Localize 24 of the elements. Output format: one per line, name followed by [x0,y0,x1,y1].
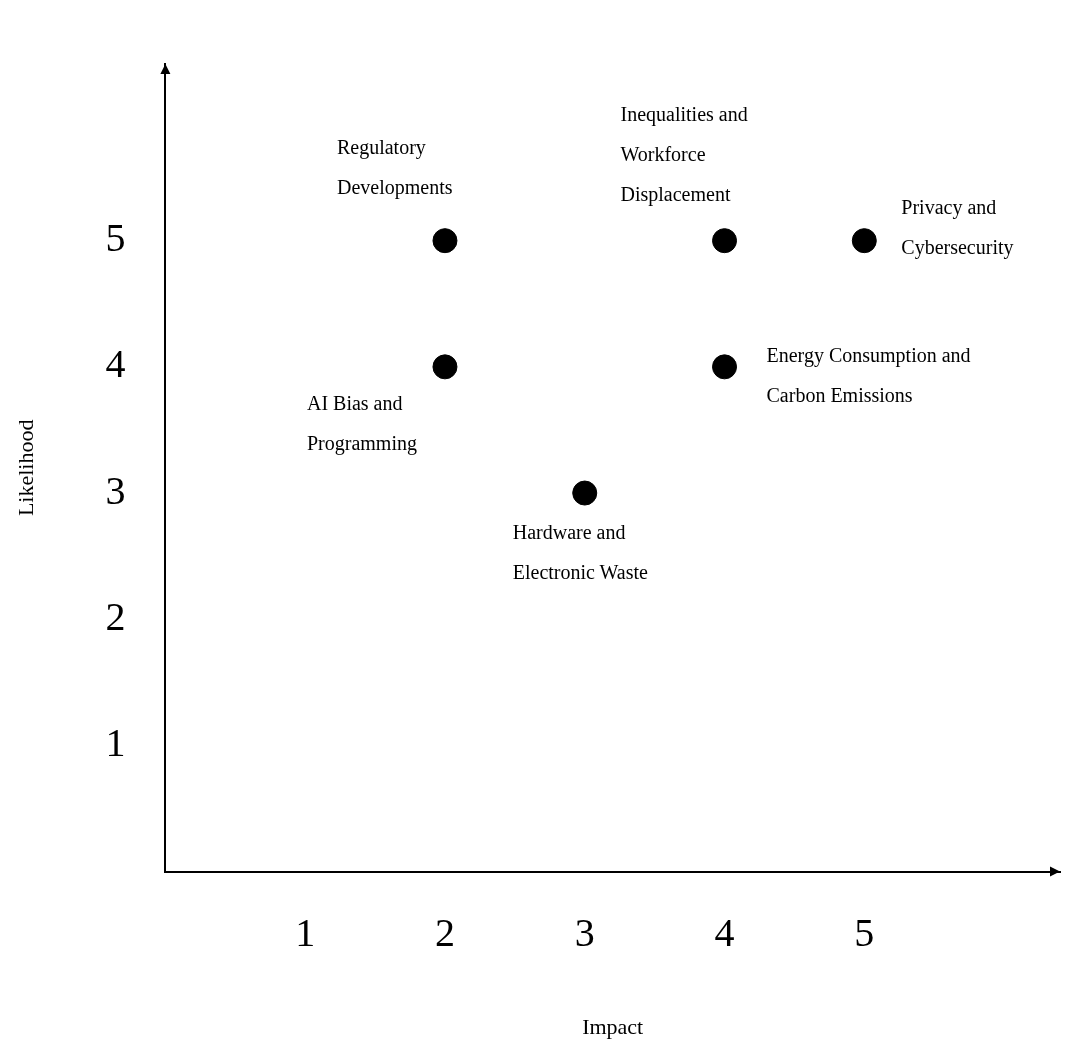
y-tick-label: 4 [105,341,126,387]
y-tick-label: 2 [105,593,126,639]
point [432,228,458,254]
x-tick-label: 4 [714,910,735,956]
y-tick-label: 3 [105,467,126,513]
annotation: Energy Consumption and Carbon Emissions [766,344,971,407]
annotation: Hardware and Electronic Waste [512,521,649,584]
x-axis-title: Impact [582,1013,644,1039]
point [712,228,738,254]
y-tick-label: 1 [105,719,126,765]
annotation: AI Bias and Programming [306,392,417,456]
point [572,480,598,506]
x-tick-label: 1 [295,910,316,956]
annotation: Inequalities and Workforce Displacement [620,102,748,206]
point [851,228,877,254]
annotation: Privacy and Cybersecurity [901,195,1014,259]
x-tick-label: 3 [574,910,595,956]
annotation: Regulatory Developments [336,135,453,199]
y-tick-label: 5 [105,215,126,261]
x-tick-label: 2 [434,910,455,956]
point [712,354,738,380]
point [432,354,458,380]
x-tick-label: 5 [854,910,875,956]
y-axis-title: Likelihood [12,419,38,517]
